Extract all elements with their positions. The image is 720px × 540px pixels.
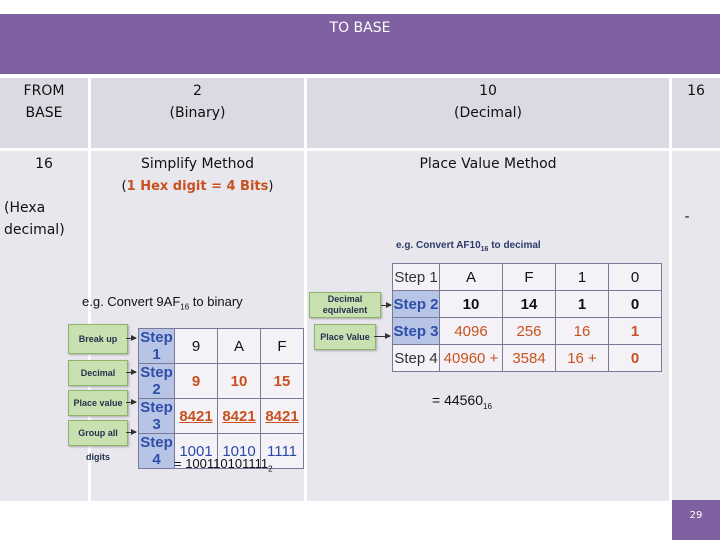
binary-steps-table: Step 1 9 A F Step 2 9 10 15 Step 3 8421 … (138, 328, 304, 469)
table-row: Step 2 10 14 1 0 (392, 290, 662, 318)
hex-dash: - (684, 209, 690, 225)
row-base-number: 16 (35, 156, 53, 172)
arrow-1 (126, 335, 137, 341)
cell-binary-header (91, 78, 304, 148)
arrow-5 (381, 302, 392, 308)
arrow-2 (126, 369, 137, 375)
table-row: Step 3 4096 256 16 1 (392, 317, 662, 345)
decimal-name: (Decimal) (453, 105, 522, 121)
decimal-example-title: e.g. Convert AF1016 to decimal (396, 240, 541, 253)
cell-hex-body (672, 151, 720, 501)
label-place-value: Place value (68, 390, 128, 416)
binary-result: = 1001101011112 (174, 456, 273, 474)
label-break-up: Break up each digit (68, 324, 128, 372)
arrow-3 (126, 399, 137, 405)
binary-method: Simplify Method (140, 156, 254, 172)
table-row: Step 1 9 A F (138, 328, 304, 364)
arrow-4 (126, 429, 137, 435)
cell-from-base (0, 78, 88, 148)
hex-number: 16 (687, 83, 705, 99)
decimal-steps-table: Step 1 A F 1 0 Step 2 10 14 1 0 Step 3 4… (392, 263, 662, 372)
table-row: Step 4 1001 1010 1111 (138, 433, 304, 469)
decimal-method: Place Value Method (419, 156, 557, 172)
label-group-digits: Group all digits (68, 420, 128, 462)
label-place-value-2: Place Value (314, 324, 376, 350)
decimal-result: = 4456016 (432, 392, 492, 411)
footer-badge (672, 500, 720, 540)
page-number: 29 (689, 510, 703, 521)
binary-name: (Binary) (169, 105, 226, 121)
cell-decimal-header (307, 78, 669, 148)
table-row: Step 2 9 10 15 (138, 363, 304, 399)
binary-number: 2 (193, 83, 202, 99)
binary-example-title: e.g. Convert 9AF16 to binary (82, 294, 243, 312)
from-base-label: FROM BASE (23, 83, 65, 121)
page-title: TO BASE (329, 20, 391, 36)
table-row: Step 3 8421 8421 8421 (138, 398, 304, 434)
label-decimal-equivalent-2: Decimal equivalent (309, 292, 381, 318)
cell-hex-header (672, 78, 720, 148)
label-decimal-equivalent: Decimal equivalent (68, 360, 128, 402)
binary-method-note: (1 Hex digit = 4 Bits) (121, 179, 274, 194)
header-bar (0, 14, 720, 74)
table-row: Step 4 40960 + 3584 16 + 0 (392, 344, 662, 372)
table-row: Step 1 A F 1 0 (392, 263, 662, 291)
decimal-number: 10 (479, 83, 497, 99)
row-base-name: (Hexa decimal) (4, 200, 65, 238)
arrow-6 (374, 333, 391, 339)
